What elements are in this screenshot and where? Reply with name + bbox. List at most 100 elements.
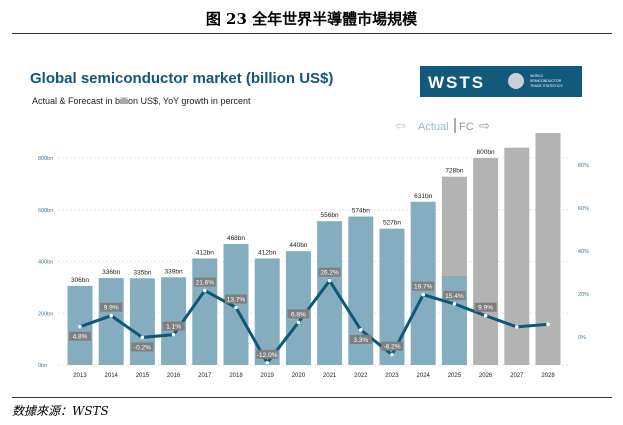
bar-value-label: 800bn bbox=[477, 149, 495, 156]
growth-label-bg bbox=[100, 302, 123, 312]
bar-2015 bbox=[129, 278, 155, 365]
x-tick: 2022 bbox=[354, 373, 368, 379]
svg-text:WORLD: WORLD bbox=[530, 74, 544, 78]
y-left-tick: 0bn bbox=[38, 363, 47, 369]
x-tick: 2024 bbox=[417, 373, 431, 379]
bottom-rule bbox=[12, 397, 612, 398]
growth-label-bg bbox=[474, 302, 497, 312]
bar-value-label: 412bn bbox=[196, 249, 214, 256]
x-tick: 2017 bbox=[198, 373, 212, 379]
growth-label: 9.9% bbox=[104, 305, 119, 312]
bar-2025-actual-portion bbox=[441, 276, 467, 365]
growth-label-bg bbox=[69, 331, 91, 341]
x-tick: 2027 bbox=[510, 373, 524, 379]
growth-point bbox=[359, 328, 363, 332]
growth-label-bg bbox=[256, 349, 279, 359]
bar-value-label: 728bn bbox=[445, 168, 463, 175]
chart-subtitle: Actual & Forecast in billion US$, YoY gr… bbox=[32, 96, 251, 106]
x-tick: 2021 bbox=[323, 373, 337, 379]
growth-point bbox=[421, 292, 426, 297]
y-left-tick: 400bn bbox=[38, 260, 53, 266]
bar-2028 bbox=[535, 132, 561, 365]
figure-title: 图 23 全年世界半導體市場規模 bbox=[205, 10, 418, 28]
growth-label-bg bbox=[225, 294, 247, 304]
x-tick: 2016 bbox=[167, 373, 181, 379]
y-left-tick: 600bn bbox=[38, 208, 53, 214]
bar-value-label: 556bn bbox=[321, 212, 339, 219]
growth-label: 1.1% bbox=[166, 324, 181, 331]
bar-value-label: 440bn bbox=[289, 242, 307, 249]
growth-label: 15.4% bbox=[445, 293, 464, 300]
growth-label-bg bbox=[381, 341, 403, 351]
growth-point bbox=[452, 302, 457, 306]
growth-point bbox=[78, 324, 82, 329]
y-right-tick: 40% bbox=[578, 249, 589, 255]
x-tick: 2015 bbox=[136, 373, 150, 379]
top-rule bbox=[12, 33, 612, 34]
bar-value-label: 631bn bbox=[414, 193, 432, 200]
actual-forecast-annotation: ⇦ Actual FC ⇨ bbox=[395, 118, 490, 133]
svg-text:SEMICONDUCTOR: SEMICONDUCTOR bbox=[530, 79, 562, 83]
growth-point bbox=[109, 313, 113, 318]
y-left-tick: 800bn bbox=[38, 156, 53, 162]
growth-point bbox=[171, 332, 176, 337]
growth-point bbox=[390, 352, 394, 357]
y-right-tick: 0% bbox=[578, 335, 586, 341]
growth-label-bg bbox=[412, 281, 435, 291]
x-tick: 2028 bbox=[541, 373, 555, 379]
x-tick: 2025 bbox=[448, 373, 462, 379]
growth-point bbox=[546, 322, 550, 327]
growth-label: 19.7% bbox=[414, 284, 433, 291]
growth-label: 3.3% bbox=[353, 337, 368, 344]
bar-value-label: 335bn bbox=[133, 269, 151, 276]
growth-point bbox=[234, 305, 238, 310]
svg-text:⇦: ⇦ bbox=[395, 118, 406, 133]
growth-point bbox=[296, 320, 301, 325]
bar-value-label: 574bn bbox=[352, 208, 370, 215]
bar-2026 bbox=[473, 158, 499, 365]
x-tick: 2013 bbox=[73, 373, 87, 379]
x-tick: 2026 bbox=[479, 373, 493, 379]
actual-label: Actual bbox=[418, 121, 449, 133]
x-tick: 2023 bbox=[385, 373, 399, 379]
growth-point bbox=[203, 288, 207, 293]
bar-value-label: 527bn bbox=[383, 220, 401, 227]
growth-label-bg bbox=[131, 342, 154, 352]
growth-label: -8.2% bbox=[384, 344, 401, 351]
growth-label: -12.0% bbox=[257, 352, 278, 359]
source-note: 数據來源：WSTS bbox=[12, 404, 109, 418]
growth-label: 4.8% bbox=[73, 334, 88, 341]
growth-line bbox=[79, 278, 549, 366]
chart-title: Global semiconductor market (billion US$… bbox=[30, 70, 333, 87]
y-right-tick: 80% bbox=[578, 163, 589, 169]
growth-label: 13.7% bbox=[227, 297, 246, 304]
growth-label: 26.2% bbox=[320, 270, 339, 277]
wsts-logo: WSTS WORLD SEMICONDUCTOR TRADE STATISTIC… bbox=[420, 66, 582, 97]
growth-label-bg bbox=[318, 267, 341, 277]
fc-label: FC bbox=[459, 121, 474, 133]
svg-text:⇨: ⇨ bbox=[479, 118, 490, 133]
growth-label: 21.6% bbox=[196, 280, 215, 287]
growth-label-bg bbox=[349, 334, 372, 344]
y-left-tick: 200bn bbox=[38, 311, 53, 317]
growth-point bbox=[140, 335, 145, 340]
growth-label-bg bbox=[287, 309, 310, 319]
y-right-tick: 20% bbox=[578, 292, 589, 298]
bar-2020 bbox=[285, 251, 311, 365]
growth-point bbox=[483, 313, 488, 318]
growth-label: -0.2% bbox=[134, 344, 151, 351]
growth-label-bg bbox=[443, 290, 466, 300]
bar-value-label: 339bn bbox=[165, 268, 183, 275]
y-right-tick: 60% bbox=[578, 206, 589, 212]
growth-label: 9.9% bbox=[478, 305, 493, 312]
growth-point bbox=[265, 361, 270, 365]
x-tick: 2014 bbox=[105, 373, 119, 379]
bar-value-label: 306bn bbox=[71, 277, 89, 284]
bar-value-label: 412bn bbox=[258, 249, 276, 256]
bar-value-label: 468bn bbox=[227, 235, 245, 242]
x-tick: 2020 bbox=[292, 373, 306, 379]
growth-label: 6.8% bbox=[291, 311, 306, 318]
growth-point bbox=[515, 325, 519, 329]
x-tick: 2018 bbox=[229, 373, 243, 379]
